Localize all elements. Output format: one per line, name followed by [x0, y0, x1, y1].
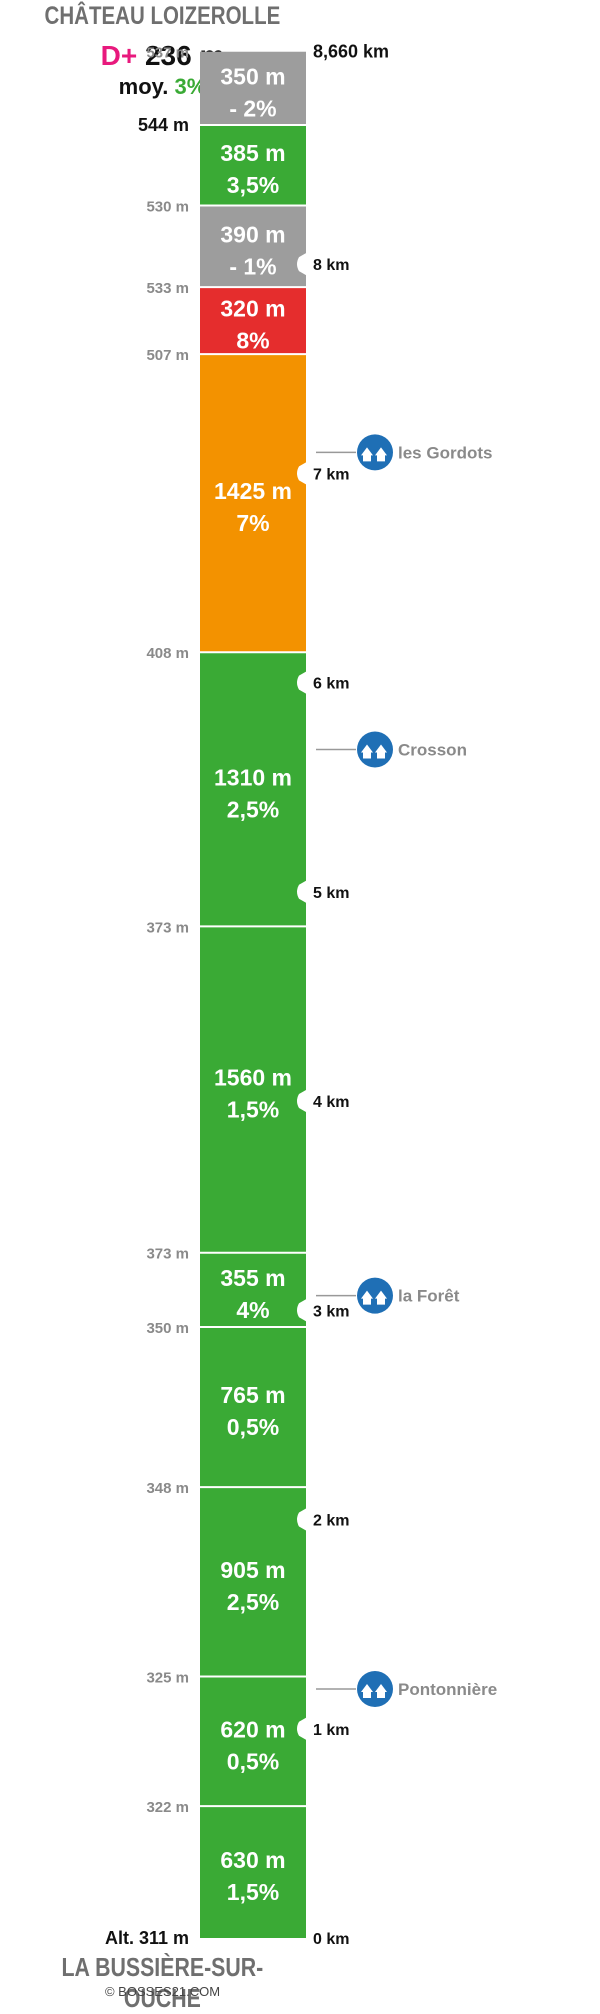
place-icon-circle	[357, 434, 393, 471]
altitude-label: 537 m	[146, 45, 189, 62]
segment-grade-label: 4%	[236, 1297, 269, 1323]
segment-length-label: 630 m	[220, 1847, 285, 1873]
segment-bar	[200, 1487, 306, 1677]
place-name-label: les Gordots	[398, 443, 492, 462]
km-marker-notch	[297, 880, 306, 903]
segment-grade-label: 8%	[236, 328, 269, 354]
km-marker-notch	[297, 671, 306, 694]
segment-length-label: 320 m	[220, 296, 285, 322]
copyright-text: © BOSSES21.COM	[104, 1984, 221, 1999]
place-name-label: la Forêt	[398, 1287, 460, 1306]
average-grade-prefix: moy.	[118, 74, 169, 99]
segment-length-label: 905 m	[220, 1557, 285, 1583]
house-icon	[375, 1290, 387, 1305]
segment-length-label: 385 m	[220, 140, 285, 166]
altitude-label: Alt. 311 m	[105, 1928, 189, 1948]
km-marker-notch	[297, 1299, 306, 1322]
place-name-label: Pontonnière	[398, 1680, 497, 1699]
total-distance-label: 8,660 km	[313, 42, 389, 62]
segment-grade-label: 2,5%	[227, 796, 279, 822]
altitude-label: 507 m	[146, 347, 189, 364]
segment-length-label: 355 m	[220, 1265, 285, 1291]
segment-bar	[200, 1676, 306, 1807]
house-icon	[375, 447, 387, 462]
house-icon	[361, 1290, 373, 1305]
segment-grade-label: 3,5%	[227, 172, 279, 198]
km-marker-label: 3 km	[313, 1303, 349, 1320]
chart-title-top: CHÂTEAU LOIZEROLLE	[44, 2, 281, 30]
segment-bar	[200, 926, 306, 1253]
segment-length-label: 620 m	[220, 1716, 285, 1742]
house-icon	[361, 1684, 373, 1699]
house-icon	[375, 744, 387, 759]
km-marker-notch	[297, 1508, 306, 1531]
altitude-label: 322 m	[146, 1799, 189, 1816]
place-icon-circle	[357, 731, 393, 768]
place-icon-circle	[357, 1277, 393, 1314]
segment-grade-label: - 1%	[229, 253, 276, 279]
altitude-label: 348 m	[146, 1480, 189, 1497]
segment-bar	[200, 1327, 306, 1488]
km-marker-notch	[297, 253, 306, 276]
km-marker-notch	[297, 1717, 306, 1740]
km-marker-label: 7 km	[313, 466, 349, 483]
house-icon	[361, 744, 373, 759]
altitude-label: 533 m	[146, 280, 189, 297]
km-marker-label: 6 km	[313, 676, 349, 693]
house-icon	[375, 1684, 387, 1699]
km-marker-notch	[297, 462, 306, 485]
segment-bar	[200, 354, 306, 653]
km-marker-label: 5 km	[313, 885, 349, 902]
segment-length-label: 765 m	[220, 1382, 285, 1408]
altitude-label: 373 m	[146, 919, 189, 936]
segment-length-label: 1310 m	[214, 764, 292, 790]
altitude-label: 544 m	[138, 115, 189, 135]
segment-grade-label: 0,5%	[227, 1748, 279, 1774]
segment-bar	[200, 1252, 306, 1328]
segment-bar	[200, 1806, 306, 1938]
segment-grade-label: 1,5%	[227, 1097, 279, 1123]
segment-grade-label: - 2%	[229, 95, 276, 121]
altitude-label: 325 m	[146, 1669, 189, 1686]
segment-grade-label: 2,5%	[227, 1589, 279, 1615]
place-name-label: Crosson	[398, 741, 467, 760]
segment-length-label: 1560 m	[214, 1065, 292, 1091]
segment-length-label: 390 m	[220, 221, 285, 247]
segment-bar	[200, 652, 306, 927]
segment-bar	[200, 205, 306, 288]
km-marker-label: 1 km	[313, 1722, 349, 1739]
place-icon-circle	[357, 1671, 393, 1708]
km-marker-label: 0 km	[313, 1931, 349, 1948]
segment-length-label: 350 m	[220, 63, 285, 89]
segment-grade-label: 7%	[236, 510, 269, 536]
segment-length-label: 1425 m	[214, 478, 292, 504]
segment-bar	[200, 287, 306, 355]
segment-bar	[200, 124, 306, 206]
segment-grade-label: 0,5%	[227, 1414, 279, 1440]
house-icon	[361, 447, 373, 462]
segment-bar	[200, 51, 306, 125]
km-marker-label: 4 km	[313, 1094, 349, 1111]
altitude-label: 350 m	[146, 1320, 189, 1337]
altitude-label: 373 m	[146, 1246, 189, 1263]
segment-grade-label: 1,5%	[227, 1879, 279, 1905]
km-marker-label: 2 km	[313, 1513, 349, 1530]
elevation-gain-prefix: D+	[100, 40, 138, 71]
altitude-label: 408 m	[146, 645, 189, 662]
altitude-label: 530 m	[146, 199, 189, 216]
km-marker-label: 8 km	[313, 257, 349, 274]
km-marker-notch	[297, 1090, 306, 1113]
chart-title-bottom: LA BUSSIÈRE-SUR-OUCHE	[61, 1952, 264, 2013]
